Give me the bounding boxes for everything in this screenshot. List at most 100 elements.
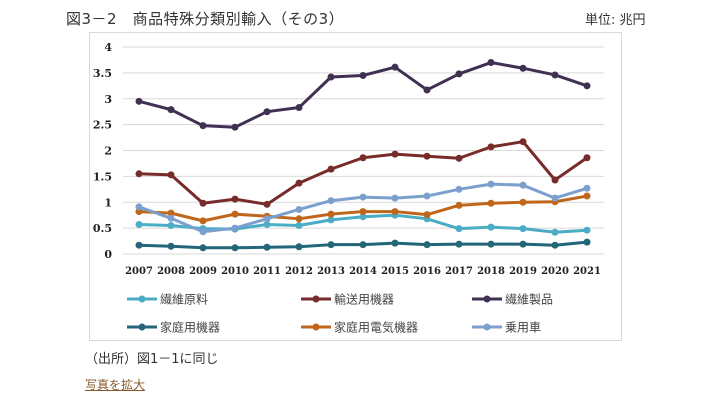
data-point xyxy=(359,208,367,216)
x-tick-label: 2013 xyxy=(317,266,345,277)
data-point xyxy=(423,86,431,94)
source-note: （出所）図1－1に同じ xyxy=(85,352,219,367)
x-tick-label: 2019 xyxy=(509,266,537,277)
x-tick-label: 2017 xyxy=(445,266,473,277)
data-point xyxy=(199,199,207,207)
data-point xyxy=(199,244,207,252)
data-point xyxy=(231,244,239,252)
series-3 xyxy=(135,238,591,252)
data-point xyxy=(487,240,495,248)
x-tick-label: 2020 xyxy=(541,266,569,277)
data-point xyxy=(583,226,591,234)
y-tick-label: 3.5 xyxy=(93,67,112,80)
data-point xyxy=(167,214,175,222)
data-point xyxy=(167,106,175,114)
data-point xyxy=(263,108,271,116)
legend-item: 繊維原料 xyxy=(127,293,208,307)
data-point xyxy=(199,228,207,236)
data-point xyxy=(327,216,335,224)
data-point xyxy=(135,221,143,229)
chart-frame xyxy=(89,32,622,341)
legend-item: 家庭用機器 xyxy=(127,320,220,335)
legend-label: 繊維原料 xyxy=(160,293,208,307)
data-point xyxy=(455,154,463,162)
series-lines xyxy=(135,59,591,252)
data-point xyxy=(487,143,495,151)
data-point xyxy=(519,240,527,248)
data-point xyxy=(423,211,431,219)
unit-label: 単位: 兆円 xyxy=(585,13,646,28)
data-point xyxy=(391,239,399,247)
data-point xyxy=(423,241,431,249)
data-point xyxy=(199,122,207,130)
data-point xyxy=(295,243,303,251)
data-point xyxy=(167,222,175,230)
data-point xyxy=(327,73,335,81)
data-point xyxy=(295,222,303,230)
data-point xyxy=(455,240,463,248)
data-point xyxy=(231,210,239,218)
legend-label: 輸送用機器 xyxy=(334,292,394,307)
data-point xyxy=(327,241,335,249)
data-point xyxy=(487,223,495,231)
data-point xyxy=(487,199,495,207)
data-point xyxy=(551,176,559,184)
x-tick-label: 2009 xyxy=(189,266,217,277)
data-point xyxy=(199,217,207,225)
data-point xyxy=(327,210,335,218)
legend-item: 乗用車 xyxy=(472,321,541,335)
data-point xyxy=(551,241,559,249)
chart-title: 図3－2 商品特殊分類別輸入（その3） xyxy=(66,10,345,28)
x-tick-label: 2007 xyxy=(125,266,153,277)
data-point xyxy=(359,241,367,249)
series-line xyxy=(138,182,588,234)
legend-item: 家庭用電気機器 xyxy=(301,320,418,335)
x-tick-label: 2016 xyxy=(413,266,441,277)
legend-item: 繊維製品 xyxy=(472,293,553,307)
legend-label: 家庭用電気機器 xyxy=(334,320,418,335)
data-point xyxy=(135,203,143,211)
y-tick-label: 3 xyxy=(104,93,112,106)
data-point xyxy=(583,192,591,200)
data-point xyxy=(455,185,463,193)
y-tick-label: 1 xyxy=(104,196,112,209)
enlarge-image-link[interactable]: 写真を拡大 xyxy=(85,378,146,392)
data-point xyxy=(135,97,143,105)
data-point xyxy=(519,64,527,72)
legend-swatch-marker xyxy=(483,295,491,303)
series-1 xyxy=(135,138,591,208)
data-point xyxy=(487,180,495,188)
legend-label: 繊維製品 xyxy=(505,293,553,307)
legend-label: 乗用車 xyxy=(505,321,541,335)
data-point xyxy=(551,71,559,79)
data-point xyxy=(327,197,335,205)
data-point xyxy=(583,238,591,246)
data-point xyxy=(359,154,367,162)
y-axis-ticks: 0 0.5 1 1.5 2 2.5 3 3.5 4 xyxy=(93,41,112,261)
legend-swatch-marker xyxy=(312,323,320,331)
data-point xyxy=(455,225,463,233)
data-point xyxy=(359,193,367,201)
y-tick-label: 0.5 xyxy=(93,222,112,235)
data-point xyxy=(327,165,335,173)
data-point xyxy=(455,70,463,78)
y-tick-label: 2.5 xyxy=(93,119,112,132)
data-point xyxy=(167,242,175,250)
data-point xyxy=(295,179,303,187)
data-point xyxy=(391,63,399,71)
data-point xyxy=(167,171,175,179)
data-point xyxy=(391,150,399,158)
x-tick-label: 2008 xyxy=(157,266,185,277)
data-point xyxy=(263,243,271,251)
x-tick-label: 2011 xyxy=(253,266,281,277)
legend-swatch-marker xyxy=(138,323,146,331)
data-point xyxy=(583,82,591,90)
data-point xyxy=(487,59,495,67)
series-5 xyxy=(135,180,591,236)
x-tick-label: 2015 xyxy=(381,266,409,277)
data-point xyxy=(455,201,463,209)
legend-swatch-marker xyxy=(138,295,146,303)
data-point xyxy=(263,221,271,229)
y-tick-label: 4 xyxy=(104,41,112,54)
